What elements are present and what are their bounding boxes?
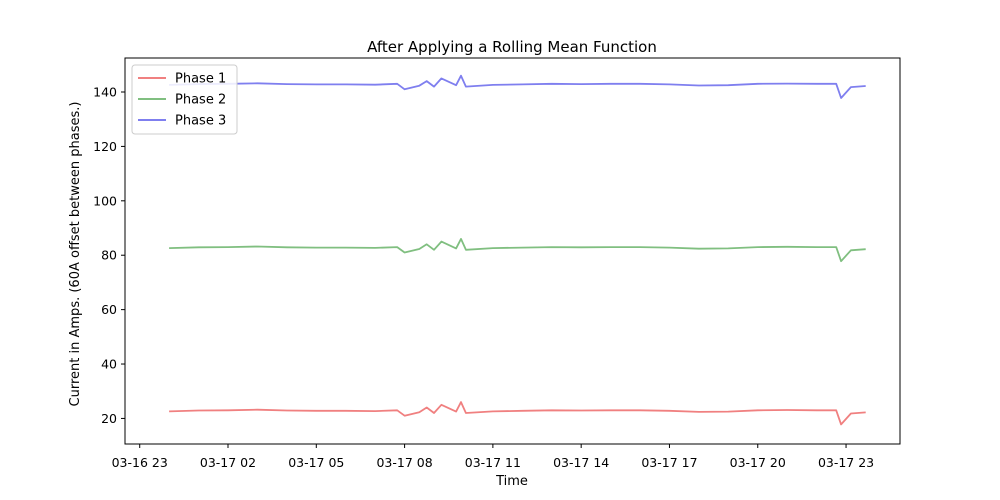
x-axis: 03-16 23 03-17 02 03-17 05 03-17 08 03-17 11… [112, 444, 874, 470]
x-tick-label: 03-17 14 [553, 455, 609, 470]
legend-label: Phase 1 [175, 72, 226, 87]
x-tick-label: 03-17 02 [200, 455, 256, 470]
legend-box [131, 64, 238, 135]
y-axis: 20 40 60 80 100 120 140 [93, 85, 125, 426]
x-tick-label: 03-17 08 [376, 455, 432, 470]
y-tick-label: 60 [101, 302, 117, 317]
chart-title: After Applying a Rolling Mean Function [367, 38, 657, 56]
legend-label: Phase 3 [175, 114, 226, 129]
series-layer [169, 74, 866, 426]
y-tick-label: 20 [101, 411, 117, 426]
y-tick-label: 120 [93, 139, 117, 154]
x-axis-label: Time [495, 474, 528, 489]
y-axis-label: Current in Amps. (60A offset between pha… [68, 102, 83, 407]
y-tick-label: 80 [101, 248, 117, 263]
y-tick-label: 140 [93, 85, 117, 100]
legend: Phase 1 Phase 2 Phase 3 [131, 64, 238, 135]
legend-label: Phase 2 [175, 93, 226, 108]
x-tick-label: 03-17 05 [288, 455, 344, 470]
y-tick-label: 40 [101, 357, 117, 372]
x-tick-label: 03-17 11 [465, 455, 521, 470]
x-tick-label: 03-16 23 [112, 455, 168, 470]
series-line-phase-3 [169, 74, 866, 99]
series-line-phase-2 [169, 238, 866, 263]
x-tick-label: 03-17 23 [818, 455, 874, 470]
plot-area-frame [124, 57, 901, 445]
x-tick-label: 03-17 17 [641, 455, 697, 470]
y-tick-label: 100 [93, 193, 117, 208]
x-tick-label: 03-17 20 [730, 455, 786, 470]
series-line-phase-1 [169, 401, 866, 426]
